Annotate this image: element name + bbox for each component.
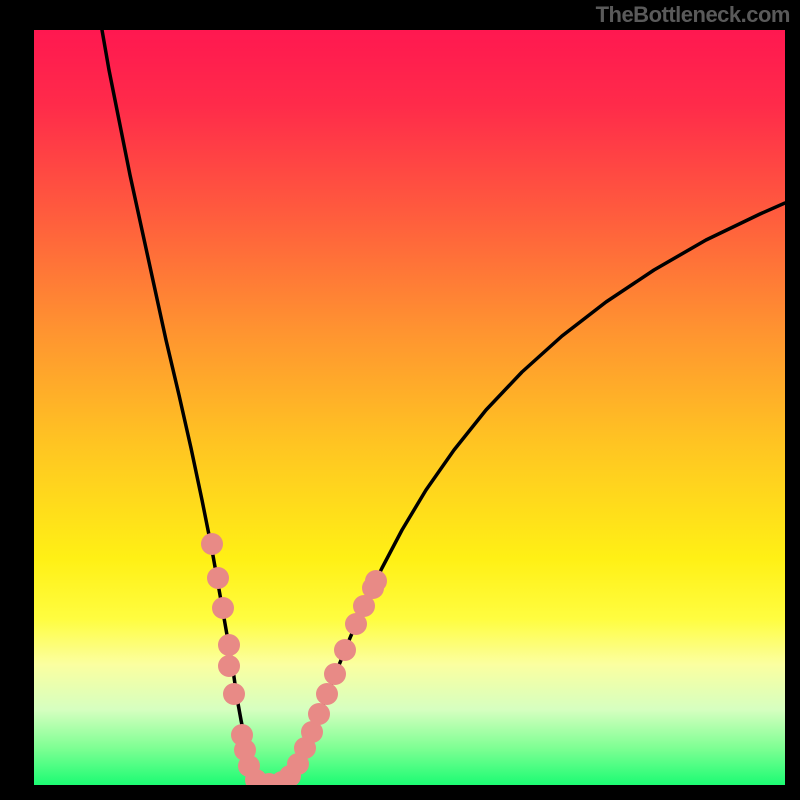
data-marker [218,634,240,656]
data-marker [212,597,234,619]
data-marker [365,570,387,592]
data-marker [316,683,338,705]
data-marker [334,639,356,661]
plot-svg [34,30,785,785]
plot-area [34,30,785,785]
data-marker [207,567,229,589]
chart-frame: TheBottleneck.com [0,0,800,800]
data-marker [201,533,223,555]
data-marker [308,703,330,725]
data-marker [324,663,346,685]
gradient-background [34,30,785,785]
data-marker [218,655,240,677]
data-marker [223,683,245,705]
watermark-text: TheBottleneck.com [596,2,790,28]
